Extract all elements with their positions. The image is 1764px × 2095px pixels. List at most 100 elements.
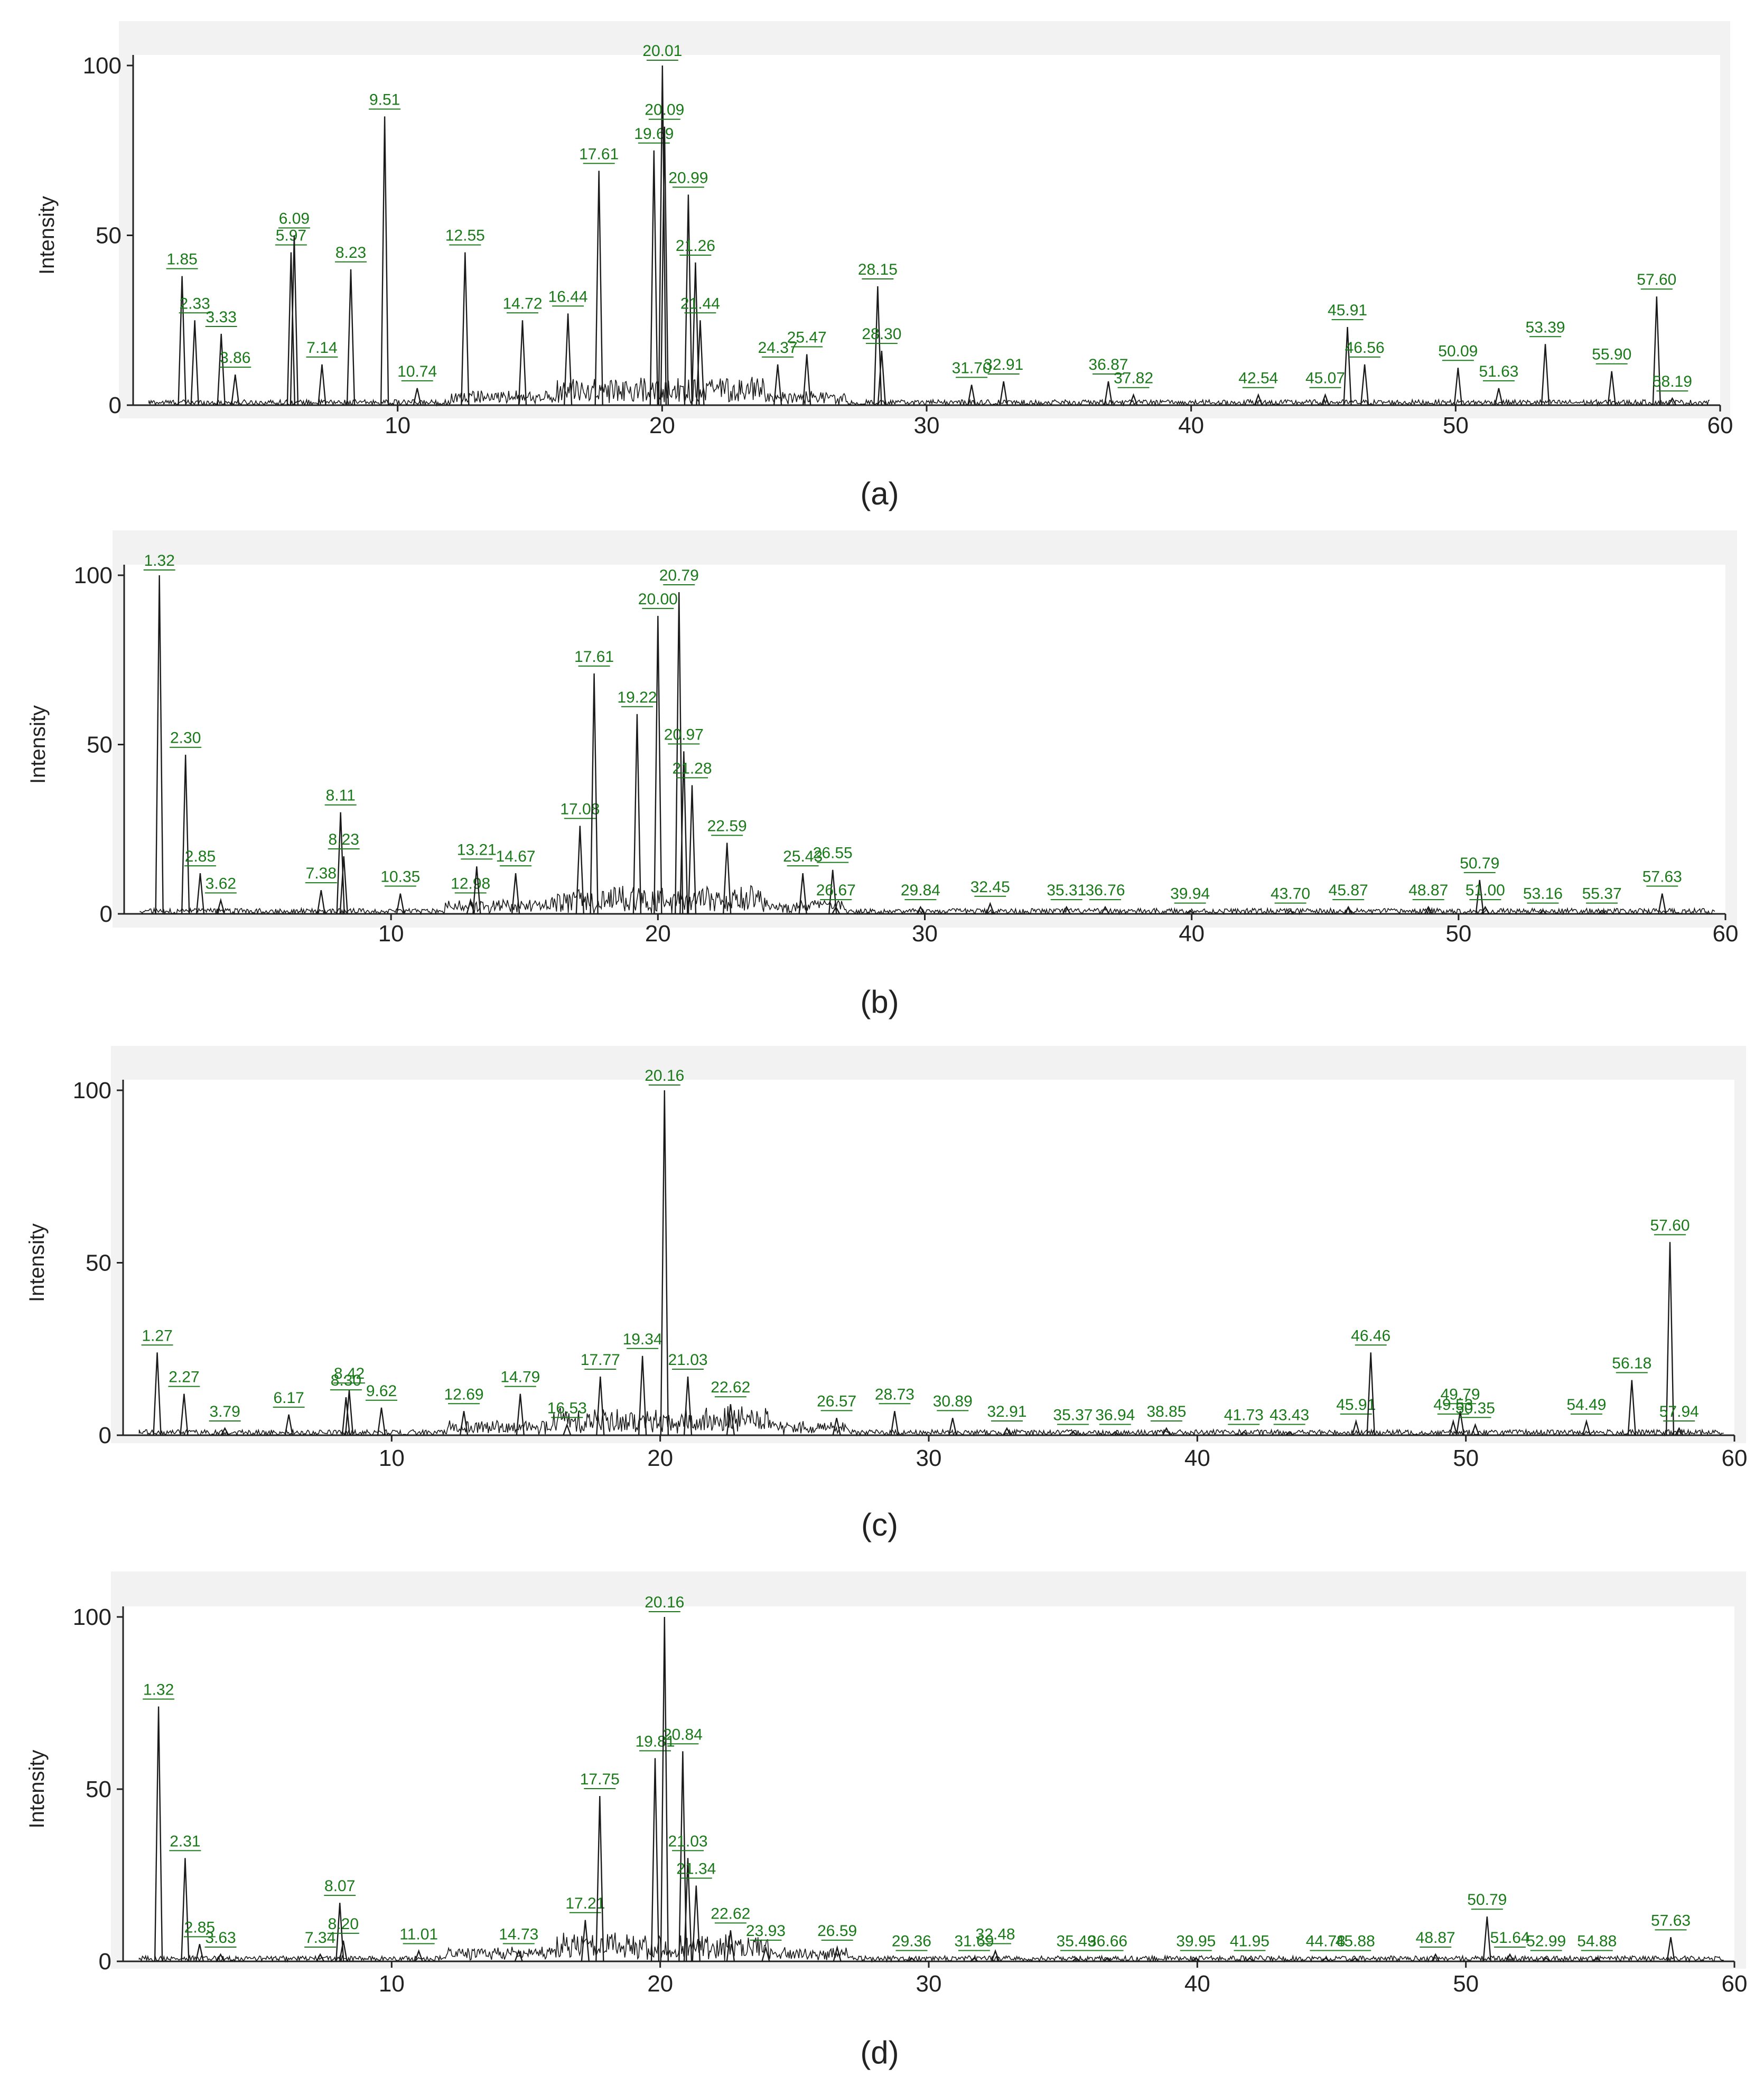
peak-52.99 [1542,1957,1551,1962]
peak-28.73 [890,1411,899,1436]
peak-label: 54.88 [1577,1932,1617,1950]
peak-label: 6.17 [273,1389,304,1407]
peak-39.95 [1191,1957,1200,1962]
peak-56.18 [1627,1380,1637,1436]
peak-50.09 [1453,368,1463,406]
y-tick-label: 0 [100,901,113,927]
peak-43.43 [1285,1430,1294,1436]
x-tick-label: 30 [914,413,940,438]
peak-label: 3.62 [206,875,236,892]
peak-7.38 [316,890,325,914]
peak-22.59 [722,843,732,914]
peak-label: 35.37 [1053,1406,1093,1424]
peak-3.63 [216,1953,225,1962]
peak-label: 20.00 [638,591,678,608]
peak-7.34 [316,1953,325,1962]
peak-label: 8.23 [335,244,366,261]
y-tick-label: 100 [73,1604,111,1630]
peak-8.07 [335,1903,344,1962]
peak-label: 28.30 [862,325,901,343]
peak-label: 2.27 [169,1369,199,1386]
peak-label: 7.38 [306,865,337,882]
x-tick-label: 40 [1184,1971,1210,1997]
peak-21.34 [692,1885,701,1962]
peak-20.00 [654,615,662,914]
peak-20.99 [684,194,693,406]
y-axis-label: Intensity [35,196,59,275]
y-tick-label: 0 [99,1949,111,1975]
peak-55.37 [1598,909,1606,914]
peak-32.91 [1002,1427,1011,1436]
y-tick-label: 50 [86,1776,111,1802]
peak-54.49 [1582,1419,1591,1436]
peak-label: 25.47 [787,329,827,347]
peak-51.63 [1494,388,1504,406]
x-tick-label: 20 [647,1445,673,1471]
peak-label: 21.03 [668,1351,707,1369]
peak-3.86 [231,374,240,406]
peak-2.85 [195,1944,204,1962]
y-tick-label: 100 [73,1078,111,1103]
peak-label: 49.53 [1433,1396,1473,1414]
plot-area [133,55,1720,405]
peak-label: 19.34 [623,1331,662,1348]
peak-label: 20.09 [645,101,684,119]
peak-label: 21.26 [676,237,715,255]
peak-17.77 [596,1376,605,1436]
peak-35.49 [1072,1957,1080,1962]
peak-label: 50.09 [1438,342,1478,360]
peak-23.93 [761,1945,770,1962]
x-tick-label: 60 [1707,413,1733,438]
peak-label: 31.69 [954,1932,994,1950]
peak-label: 31.70 [952,359,992,377]
peak-label: 32.91 [984,356,1023,373]
peak-29.84 [916,905,925,914]
peak-label: 56.18 [1612,1355,1651,1372]
x-tick-label: 10 [379,1971,405,1997]
peak-30.89 [948,1418,957,1436]
peak-label: 57.63 [1642,868,1682,886]
peak-25.47 [802,354,811,406]
peak-21.28 [687,785,697,914]
peak-26.59 [833,1945,842,1962]
peak-label: 51.63 [1479,363,1518,380]
peak-label: 2.30 [170,729,201,747]
peak-label: 41.73 [1224,1406,1264,1424]
peak-label: 22.59 [707,817,747,835]
peak-label: 22.62 [711,1379,750,1396]
peak-label: 8.23 [329,831,359,848]
peak-label: 50.35 [1455,1399,1495,1417]
panel-caption: (b) [860,984,899,1020]
peak-label: 19.69 [634,125,674,143]
peak-label: 16.44 [548,288,588,305]
peak-label: 6.09 [279,210,310,228]
peak-label: 14.67 [496,848,536,865]
peak-label: 17.08 [560,800,600,818]
peak-label: 20.16 [645,1067,684,1084]
peak-label: 8.07 [324,1877,355,1895]
peak-label: 12.55 [445,227,485,245]
peak-45.91 [1343,327,1352,406]
peak-14.73 [514,1949,523,1962]
peak-11.01 [414,1949,423,1962]
peak-label: 35.49 [1057,1932,1096,1950]
x-tick-label: 30 [916,1971,942,1997]
peak-51.00 [1481,905,1490,914]
peak-32.45 [986,902,995,914]
peak-57.63 [1666,1937,1675,1962]
peak-17.08 [575,826,585,914]
peak-31.69 [970,1957,978,1962]
peak-label: 1.32 [144,552,174,569]
peak-label: 17.77 [581,1351,620,1369]
peak-label: 20.97 [664,726,704,743]
peak-13.21 [472,866,481,914]
x-tick-label: 20 [649,413,675,438]
peak-2.33 [190,320,199,406]
peak-label: 10.74 [397,363,437,380]
peak-label: 19.22 [617,689,657,706]
peak-8.23 [339,856,348,914]
peak-14.79 [516,1393,525,1436]
peak-label: 53.39 [1526,319,1565,336]
peak-label: 57.63 [1651,1912,1691,1929]
peak-label: 53.16 [1523,885,1563,903]
